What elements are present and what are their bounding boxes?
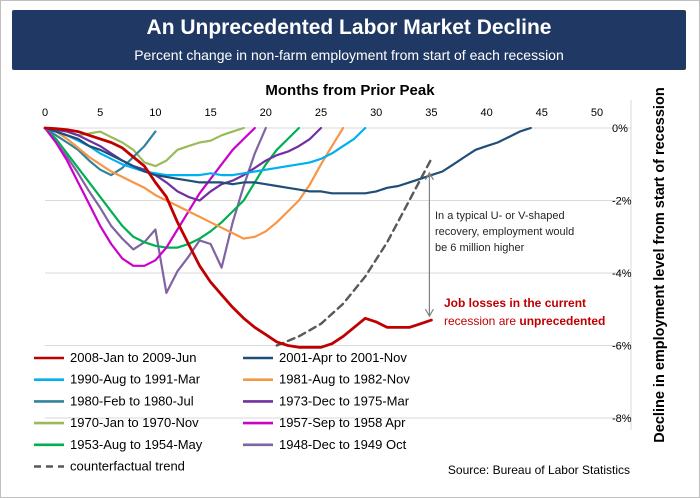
annotation-recovery-line-2: recovery, employment would <box>435 226 574 238</box>
y-axis-label: Decline in employment level from start o… <box>652 87 668 442</box>
series-line-1980-feb-to-1980-jul <box>43 126 157 177</box>
chart-subtitle: Percent change in non-farm employment fr… <box>134 47 564 63</box>
y-tick-label: -6% <box>612 341 632 353</box>
x-tick-label: 20 <box>260 107 272 119</box>
x-tick-label: 0 <box>42 107 48 119</box>
legend-item-1980-feb-to-1980-jul: 1980-Feb to 1980-Jul <box>34 393 194 408</box>
legend-item-1981-aug-to-1982-nov: 1981-Aug to 1982-Nov <box>243 372 410 387</box>
series-layer <box>43 126 532 349</box>
gap-arrow-head-bottom <box>424 308 434 318</box>
legend-label: 1990-Aug to 1991-Mar <box>70 372 201 387</box>
y-axis-ticks: 0% -2% -4% -6% -8% <box>612 123 632 425</box>
x-tick-label: 50 <box>591 107 603 119</box>
x-axis-ticks: 0 5 10 15 20 25 30 35 40 45 50 <box>42 107 603 119</box>
annotation-recovery-line-3: be 6 million higher <box>435 242 525 254</box>
x-tick-label: 30 <box>370 107 382 119</box>
y-tick-label: -4% <box>612 268 632 280</box>
y-tick-label: -2% <box>612 196 632 208</box>
annotation-recovery-line-1: In a typical U- or V-shaped <box>435 210 565 222</box>
series-line-1957-sep-to-1958-apr <box>43 126 256 267</box>
grid-layer <box>45 100 632 430</box>
series-line-1948-dec-to-1949-oct <box>43 126 267 294</box>
arrow-layer <box>424 171 434 318</box>
x-axis-label: Months from Prior Peak <box>265 82 435 99</box>
series-line-2001-apr-to-2001-nov <box>43 126 532 195</box>
annotation-job-losses-line-1: Job losses in the current <box>444 296 586 310</box>
annotation-job-losses-line-2: recession are unprecedented <box>444 314 605 328</box>
series-line-2008-jan-to-2009-jun <box>43 126 433 349</box>
source-note: Source: Bureau of Labor Statistics <box>448 463 630 477</box>
gap-arrow-head-top <box>424 171 434 181</box>
legend-label: 1981-Aug to 1982-Nov <box>279 372 410 387</box>
legend-item-1953-aug-to-1954-may: 1953-Aug to 1954-May <box>34 437 203 452</box>
legend-item-1957-sep-to-1958-apr: 1957-Sep to 1958 Apr <box>243 415 406 430</box>
legend-label: 1970-Jan to 1970-Nov <box>70 415 199 430</box>
series-line-1990-aug-to-1991-mar <box>43 126 367 177</box>
x-tick-label: 40 <box>480 107 492 119</box>
legend-item-2001-apr-to-2001-nov: 2001-Apr to 2001-Nov <box>243 350 407 365</box>
legend-label: 2008-Jan to 2009-Jun <box>70 350 196 365</box>
legend-label: 2001-Apr to 2001-Nov <box>279 350 407 365</box>
y-tick-label: 0% <box>612 123 628 135</box>
series-line-1973-dec-to-1975-mar <box>43 126 323 202</box>
legend: 2008-Jan to 2009-Jun 2001-Apr to 2001-Nov… <box>34 350 410 474</box>
legend-label: 1973-Dec to 1975-Mar <box>279 393 410 408</box>
x-tick-label: 5 <box>97 107 103 119</box>
annotation-job-losses: Job losses in the current recession are … <box>444 296 605 328</box>
legend-item-1970-jan-to-1970-nov: 1970-Jan to 1970-Nov <box>34 415 199 430</box>
legend-label: counterfactual trend <box>70 459 185 474</box>
legend-label: 1948-Dec to 1949 Oct <box>279 437 407 452</box>
annotation-recovery: In a typical U- or V-shaped recovery, em… <box>435 210 574 254</box>
legend-item-2008-jan-to-2009-jun: 2008-Jan to 2009-Jun <box>34 350 196 365</box>
legend-item-counterfactual-trend: counterfactual trend <box>34 459 185 474</box>
annotation-job-losses-prefix: recession are <box>444 314 519 328</box>
legend-label: 1953-Aug to 1954-May <box>70 437 203 452</box>
series-line-1953-aug-to-1954-may <box>43 126 300 249</box>
x-tick-label: 45 <box>536 107 548 119</box>
series-line-1981-aug-to-1982-nov <box>43 126 345 240</box>
x-tick-label: 15 <box>204 107 216 119</box>
x-tick-label: 35 <box>425 107 437 119</box>
series-line-counterfactual-trend <box>275 157 433 347</box>
legend-item-1990-aug-to-1991-mar: 1990-Aug to 1991-Mar <box>34 372 201 387</box>
x-tick-label: 10 <box>149 107 161 119</box>
x-tick-label: 25 <box>315 107 327 119</box>
legend-item-1948-dec-to-1949-oct: 1948-Dec to 1949 Oct <box>243 437 407 452</box>
legend-label: 1957-Sep to 1958 Apr <box>279 415 406 430</box>
chart-header: An Unprecedented Labor Market Decline Pe… <box>12 10 686 70</box>
legend-label: 1980-Feb to 1980-Jul <box>70 393 194 408</box>
legend-item-1973-dec-to-1975-mar: 1973-Dec to 1975-Mar <box>243 393 410 408</box>
chart-title: An Unprecedented Labor Market Decline <box>146 16 552 39</box>
annotation-job-losses-bold: unprecedented <box>519 314 605 328</box>
y-tick-label: -8% <box>612 413 632 425</box>
